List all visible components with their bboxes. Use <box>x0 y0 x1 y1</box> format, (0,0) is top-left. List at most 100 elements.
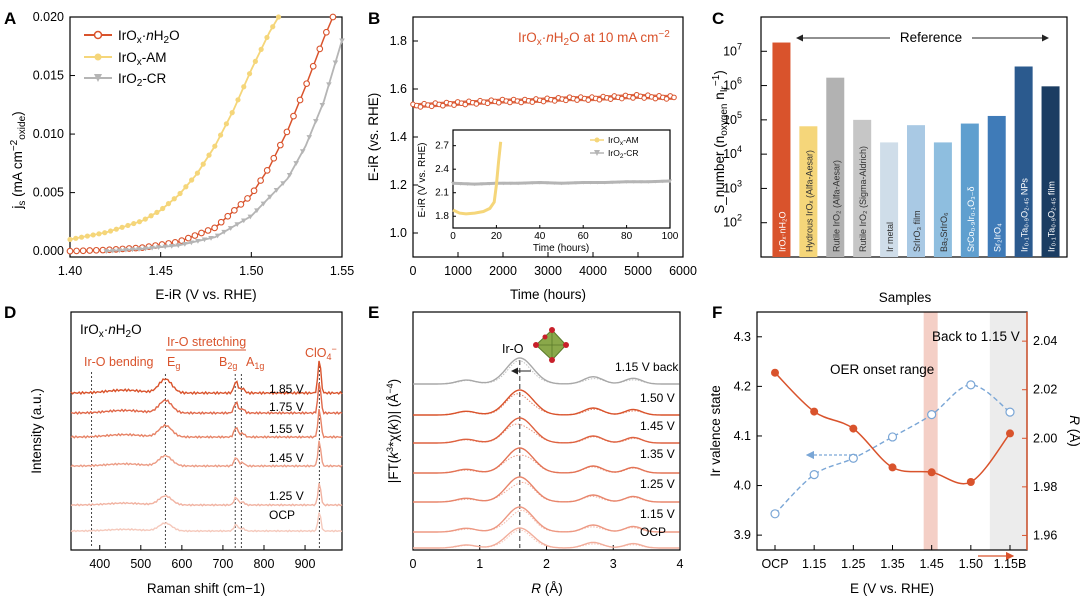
panel-label-e: E <box>368 303 379 322</box>
data-point-a <box>273 188 280 193</box>
x-tick-label: 1.45 <box>148 264 172 278</box>
data-point-a <box>224 212 232 220</box>
data-point-a <box>316 45 324 53</box>
panel-label-a: A <box>4 9 16 28</box>
x-tick-label: 0 <box>410 264 417 278</box>
data-point-a <box>247 214 254 220</box>
data-point-a <box>103 249 110 254</box>
y-tick-label: 107 <box>723 41 742 58</box>
x-axis-label-b: Time (hours) <box>510 287 586 302</box>
data-point-a <box>73 235 79 241</box>
data-point-a <box>332 60 339 66</box>
data-point-a <box>296 96 304 104</box>
x-tick-label: 1.50 <box>239 264 263 278</box>
bar-label-3: Rutile IrO₂ (Sigma-Aldrich) <box>858 146 868 252</box>
data-point-a <box>264 34 270 41</box>
data-point-a <box>275 14 282 20</box>
data-point-a <box>142 246 149 252</box>
exafs-label-3: 1.35 V <box>640 447 675 461</box>
annot-oer: OER onset range <box>830 362 934 377</box>
data-point-a <box>182 241 188 247</box>
inset-point-gray <box>631 180 636 184</box>
data-point-a <box>123 247 129 253</box>
y-tick-label: 4.1 <box>734 429 751 443</box>
y-tick-label: 1.2 <box>390 178 407 192</box>
x-tick-label: 2000 <box>489 264 517 278</box>
exafs-curve-5 <box>413 506 680 533</box>
data-point-b <box>440 102 446 109</box>
inset-point-gray <box>660 179 665 184</box>
data-point-a <box>244 195 251 202</box>
panel-f: F Samples OCP 1.15 1.25 1.35 1.45 1.50 1.15B 3.… <box>708 290 1080 596</box>
data-point-a <box>246 71 253 77</box>
data-point-b <box>619 95 625 102</box>
inset-point-gray <box>668 179 672 183</box>
bar-10 <box>1041 86 1060 257</box>
data-point-a <box>283 128 291 136</box>
data-point-a <box>116 248 123 254</box>
inset-legend-label-1: IrO2-CR <box>608 148 639 160</box>
exafs-fit-1 <box>413 393 680 416</box>
data-point-a <box>188 240 195 246</box>
data-point-a <box>309 62 317 70</box>
annot-bending: Ir-O bending <box>84 355 154 369</box>
x-tick-label: 3 <box>610 557 617 571</box>
data-point-a <box>339 38 345 44</box>
raman-spectrum-0 <box>70 360 343 396</box>
raman-spectrum-2 <box>70 408 343 439</box>
bar-label-9: Ir₀.₁Ta₀.₉O₂.₄₅ NPs <box>1020 178 1030 252</box>
data-point-a <box>84 233 90 239</box>
x-axis-label-a: E-iR (V vs. RHE) <box>155 287 256 302</box>
data-point-b <box>630 95 636 101</box>
data-point-a <box>165 201 172 207</box>
x-tick-label: 1.15B <box>994 557 1027 571</box>
exafs-fit-5 <box>413 509 680 533</box>
y2-tick-label: 2.02 <box>1033 383 1057 397</box>
inset-legend-b: IrOx-AM IrO2-CR <box>590 135 639 160</box>
y2-axis-label-f: R (Å) <box>1067 415 1080 447</box>
data-point-a <box>136 219 143 225</box>
data-point-a <box>189 177 195 183</box>
data-point-a <box>191 232 199 239</box>
data-point-a <box>198 229 205 237</box>
data-point-b <box>607 96 614 102</box>
data-point-a <box>208 236 214 241</box>
valence-point <box>848 453 858 463</box>
data-point-a <box>183 184 189 190</box>
data-point-b <box>585 97 592 103</box>
data-point-a <box>241 84 247 90</box>
bar-label-2: Rutile IrO₂ (Alfa-Aesar) <box>831 160 841 252</box>
panel-b: B 0 1000 2000 3000 4000 5000 60001.01.21.41.61… <box>366 9 697 302</box>
exafs-curve-6 <box>413 527 680 549</box>
valence-point <box>809 470 819 480</box>
data-point-a <box>237 201 245 208</box>
valence-point <box>770 509 780 519</box>
annot-a1g: A1g <box>246 355 264 371</box>
data-point-a <box>184 234 192 242</box>
x-tick-label: 2 <box>543 557 550 571</box>
data-point-a <box>110 248 116 254</box>
exafs-curve-1 <box>413 389 680 416</box>
data-point-b <box>652 95 659 102</box>
data-point-a <box>195 239 201 244</box>
data-point-b <box>574 97 580 103</box>
inset-point-gray <box>588 181 593 185</box>
x-tick-label: 4 <box>677 557 684 571</box>
data-point-a <box>276 141 284 149</box>
legend-label-a-2: IrO2-CR <box>118 71 167 89</box>
annot-eg: Eg <box>167 355 180 371</box>
inset-point-gray <box>566 181 571 186</box>
data-point-a <box>131 220 137 227</box>
panel-label-b: B <box>368 9 380 28</box>
inset-legend-label-0: IrOx-AM <box>608 135 639 147</box>
data-point-a <box>204 227 212 234</box>
data-point-a <box>323 28 330 36</box>
valence-line <box>774 384 1011 515</box>
inset-point-gray <box>530 181 535 185</box>
spectrum-label-1: 1.75 V <box>269 400 304 414</box>
data-point-a <box>155 245 162 251</box>
data-point-a <box>129 247 136 253</box>
inset-point-gray <box>653 180 658 184</box>
bar-8 <box>987 115 1006 257</box>
